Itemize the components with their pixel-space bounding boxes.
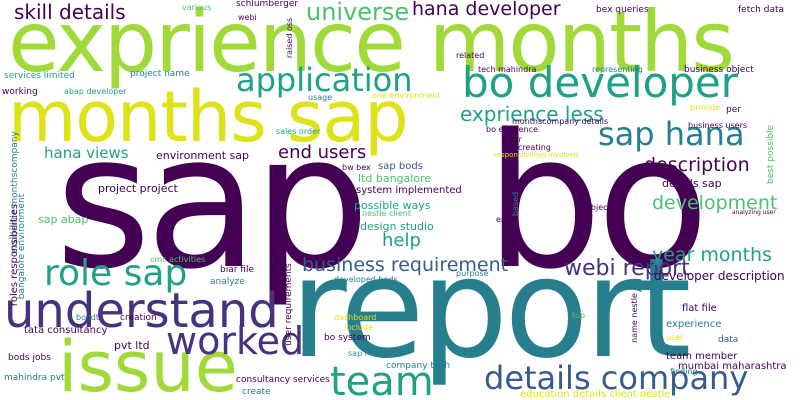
word-project-project: project project	[98, 182, 178, 195]
word-ltd-bangalore: ltd bangalore	[358, 172, 432, 185]
word-bo: bo	[485, 94, 710, 310]
word-hana-views: hana views	[44, 144, 129, 162]
word-end: end	[496, 215, 512, 224]
word-exprience-less: exprience less	[460, 102, 604, 126]
word-report: report	[290, 228, 691, 389]
word-bo-developer: bo developer	[462, 58, 739, 107]
word-environment-sap: environment sap	[156, 149, 250, 162]
word-issue: issue	[58, 326, 238, 400]
word-sap-bods: sap bods	[378, 161, 423, 172]
word-analyzing-user: analyzing user	[732, 209, 776, 216]
word-months-sap: months sap	[8, 76, 409, 158]
word-project-name: project name	[130, 69, 190, 79]
word-understand: understand	[4, 283, 279, 339]
word-sap: sap	[55, 94, 370, 310]
word-tech-mahindra: tech mahindra	[478, 65, 537, 74]
word-webi: webi	[238, 13, 257, 22]
word-per: per	[726, 105, 741, 115]
word-business-requirement: business requirement	[302, 254, 509, 276]
word-sap-hana: sap hana	[598, 115, 745, 153]
word-year: year	[504, 135, 522, 144]
word-developer-description: developer description	[654, 269, 785, 283]
word-working: working	[2, 87, 38, 97]
word-object: object	[586, 203, 611, 212]
word-provide: provide	[690, 103, 721, 112]
word-schlumberger: schlumberger	[236, 0, 299, 9]
word-name-nestle: name nestle	[629, 293, 639, 343]
word-sap-r: sap r	[348, 349, 368, 358]
word-representing: representing	[592, 65, 643, 74]
word-bangalore-environment: bangalore environment	[17, 193, 28, 300]
word-best-possible: best possible	[766, 124, 777, 185]
word-services-limited: services limited	[4, 71, 75, 81]
word-application: application	[236, 61, 413, 99]
word-biar-file: biar file	[220, 265, 254, 275]
word-various: various	[182, 3, 212, 12]
word-details-company: details company	[484, 359, 749, 397]
word-purpose: purpose	[456, 269, 489, 278]
word-bo-idt: bo idt	[76, 313, 99, 322]
word-analyze: analyze	[210, 277, 245, 287]
word-consultancy-services: consultancy services	[236, 375, 330, 385]
word-help: help	[382, 230, 421, 251]
word-company-tech: company tech	[386, 361, 451, 371]
word-data: data	[718, 335, 739, 345]
word-tata-consultancy: tata consultancy	[24, 325, 108, 336]
word-pvt-ltd: pvt ltd	[114, 339, 150, 352]
word-exprience-months: exprience months	[8, 0, 735, 91]
word-hana-developer: hana developer	[412, 0, 561, 20]
word-include: include	[344, 323, 373, 332]
word-worked: worked	[166, 319, 305, 363]
word-mahindra-pvt: mahindra pvt	[4, 373, 65, 383]
word-bods-jobs: bods jobs	[8, 353, 51, 363]
word-development: development	[652, 192, 778, 214]
word-user: user	[666, 333, 684, 342]
word-bo-exprience: bo exprience	[486, 125, 538, 134]
word-bex-queries: bex queries	[596, 5, 649, 15]
word-skill-details: skill details	[14, 0, 126, 24]
word-abap-developer: abap developer	[64, 87, 127, 96]
word-possible-ways: possible ways	[354, 199, 431, 212]
word-nestle-client: nestle client	[362, 209, 411, 218]
word-system-implemented: system implemented	[356, 185, 462, 196]
word-design-studio: design studio	[360, 220, 434, 233]
word-details-sap: details sap	[662, 177, 722, 190]
word-creation: creation	[120, 313, 157, 323]
word-monthscompany-details: monthscompany details	[512, 117, 609, 126]
word-role-sap: role sap	[44, 253, 188, 294]
word-dashboard: dashboard	[334, 313, 377, 322]
word-flat-file: flat file	[682, 303, 717, 314]
word-bo-system: bo system	[324, 333, 371, 343]
word-experience: experience	[666, 319, 722, 330]
word-usage: usage	[308, 93, 333, 102]
word-team: team	[330, 359, 434, 400]
word-developed-bods: developed bods	[334, 275, 398, 284]
word-universe: universe	[306, 0, 410, 26]
word-related: related	[456, 51, 485, 60]
word-description: description	[644, 154, 750, 176]
word-responsibilities-involved: responsibilities involved	[494, 151, 579, 159]
word-mumbai-maharashtra: mumbai maharashtra	[678, 361, 787, 372]
word-year-months: year months	[652, 244, 772, 266]
word-top: top	[572, 311, 586, 320]
word-end-users: end users	[278, 142, 367, 163]
word-one-environment: one environment	[372, 91, 441, 100]
word-business-users: business users	[688, 121, 748, 130]
word-finding: finding	[670, 367, 698, 376]
word-creating: creating	[518, 143, 551, 152]
word-education-details-client-nestle: education details client nestle	[520, 389, 671, 400]
word-fetch-data: fetch data	[738, 5, 785, 15]
word-webi-report: webi report	[564, 256, 690, 281]
word-team-member: team member	[666, 351, 738, 362]
word-bw-bex: bw bex	[342, 163, 371, 172]
word-cmc-activities: cmc activities	[150, 255, 206, 264]
word-user-requirements: user requirements	[283, 263, 294, 346]
word-sales-order: sales order	[276, 127, 321, 136]
word-create: create	[242, 387, 271, 397]
word-sap-abap: sap abap	[38, 213, 89, 226]
word-business-object: business object	[684, 65, 754, 75]
word-raised-oss: raised oss	[285, 17, 295, 59]
word-based: based	[511, 191, 521, 217]
